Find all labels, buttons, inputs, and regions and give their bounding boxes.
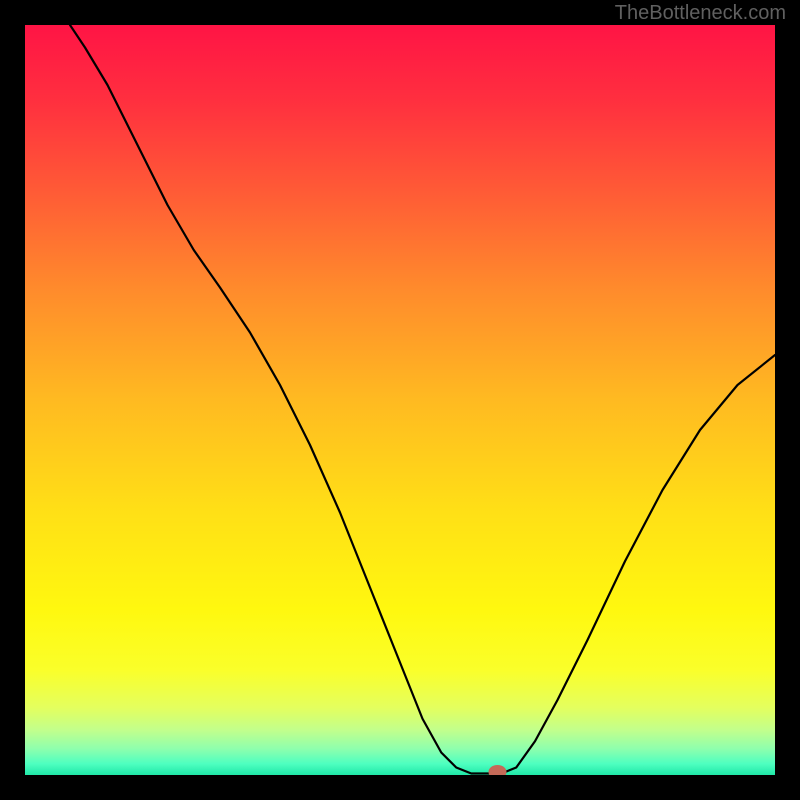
chart-frame: TheBottleneck.com [0, 0, 800, 800]
chart-plot [25, 25, 775, 775]
watermark-text: TheBottleneck.com [615, 2, 786, 25]
chart-svg [25, 25, 775, 775]
